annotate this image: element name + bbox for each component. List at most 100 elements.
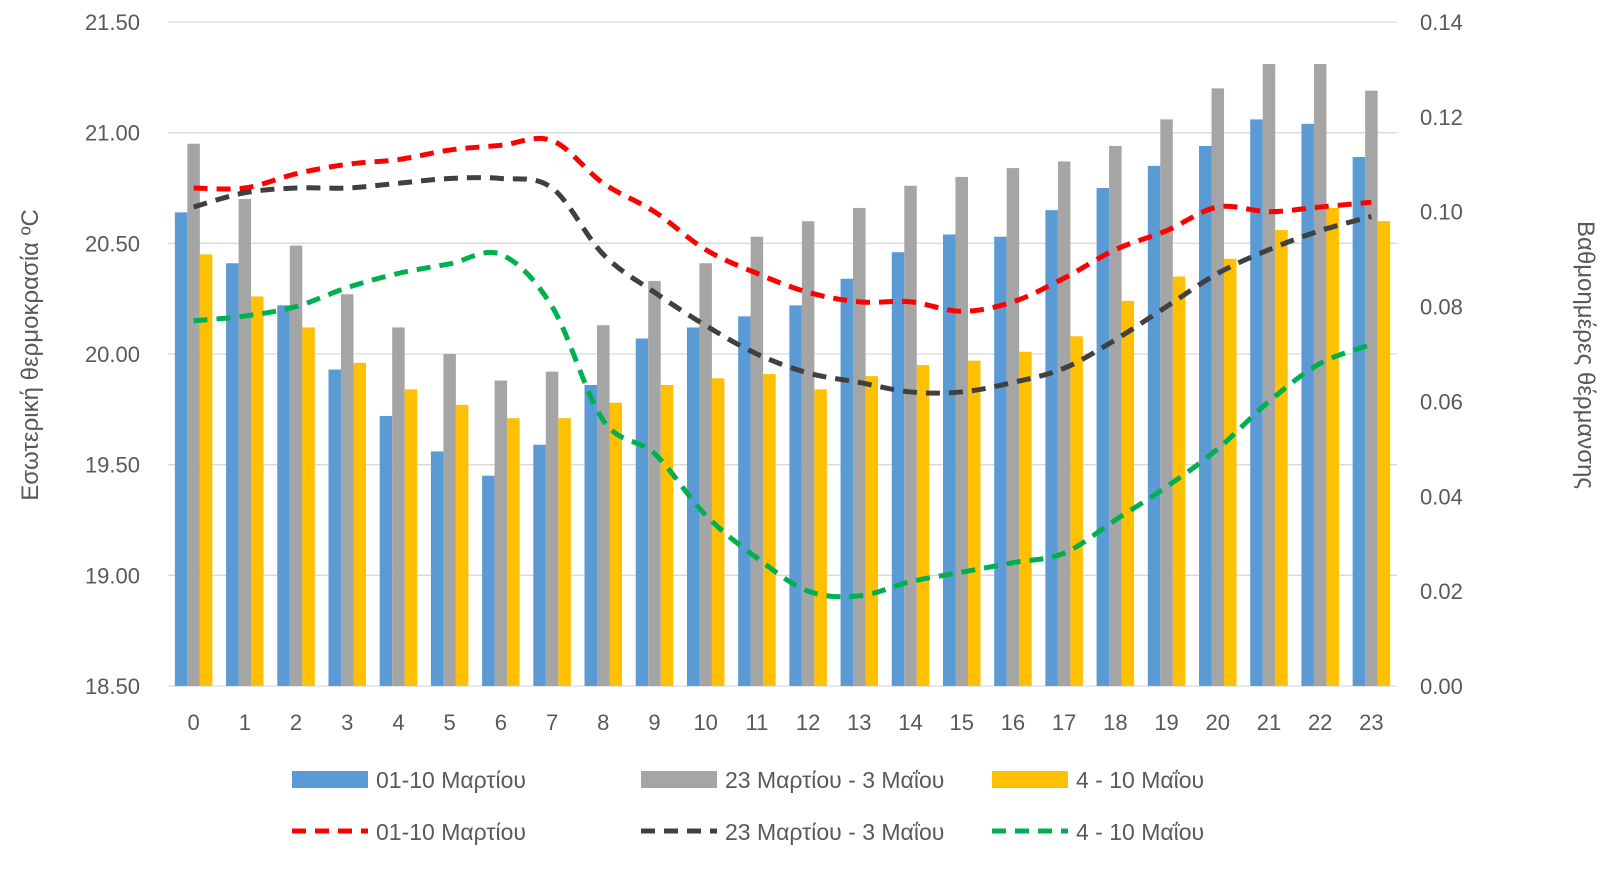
x-axis-tick-label: 2: [290, 710, 302, 735]
x-axis-ticks: 0 1 2 3 4 5 6 7 8 9 10 11 12 13 14 15 16 17 18 19 20 21 22 23: [187, 710, 1383, 735]
x-axis-tick-label: 17: [1052, 710, 1076, 735]
right-axis-tick-label: 0.06: [1420, 389, 1463, 414]
left-axis-tick-label: 21.50: [85, 10, 140, 35]
bar: [1250, 119, 1263, 687]
bar: [1352, 157, 1366, 687]
bar: [340, 294, 354, 686]
bar: [1326, 207, 1339, 687]
bar: [379, 415, 393, 686]
legend-swatch-bar: [641, 771, 717, 788]
left-axis-tick-label: 19.50: [85, 453, 140, 478]
x-axis-tick-label: 11: [745, 710, 768, 735]
right-axis-ticks: 0.00 0.02 0.04 0.06 0.08 0.10 0.12 0.14: [1420, 10, 1463, 699]
bar: [199, 254, 213, 686]
line-series: [193, 249, 1373, 600]
bar: [226, 263, 239, 686]
left-axis-tick-label: 18.50: [85, 674, 140, 699]
left-axis-tick-label: 21.00: [85, 121, 140, 146]
bar: [328, 369, 341, 686]
bar: [1262, 64, 1276, 686]
bar: [1377, 221, 1391, 686]
bar: [1313, 64, 1327, 686]
line-series-group: [192, 135, 1373, 600]
legend: 01-10 Μαρτίου 23 Μαρτίου - 3 Μαΐου 4 - 10 …: [292, 767, 1204, 845]
bar: [814, 389, 827, 686]
bar: [994, 236, 1007, 686]
x-axis-tick-label: 20: [1206, 710, 1230, 735]
right-axis-tick-label: 0.12: [1420, 105, 1463, 130]
right-axis-tick-label: 0.10: [1420, 200, 1463, 225]
bar: [251, 296, 264, 686]
bar: [904, 185, 917, 686]
bar: [1199, 145, 1212, 687]
bar: [738, 316, 751, 686]
bar: [1045, 210, 1058, 686]
bar: [686, 327, 700, 686]
x-axis-tick-label: 14: [898, 710, 922, 735]
x-axis-tick-label: 5: [444, 710, 456, 735]
bar: [455, 404, 469, 686]
bar: [289, 245, 303, 686]
bar: [750, 236, 764, 686]
bar: [1109, 145, 1122, 687]
x-axis-tick-label: 10: [693, 710, 717, 735]
x-axis-tick-label: 3: [341, 710, 353, 735]
y-axis-left-title: Εσωτερική θερμοκρασία ºC: [17, 209, 44, 501]
bar: [955, 176, 968, 686]
bar: [558, 418, 571, 686]
x-axis-tick-label: 4: [392, 710, 404, 735]
bar: [865, 376, 879, 686]
left-axis-tick-label: 19.00: [85, 563, 140, 588]
x-axis-tick-label: 23: [1359, 710, 1383, 735]
x-axis-tick-label: 16: [1001, 710, 1025, 735]
bar: [443, 354, 456, 686]
bar: [187, 143, 200, 686]
bar: [277, 305, 290, 686]
x-axis-tick-label: 22: [1308, 710, 1332, 735]
bar: [1211, 88, 1225, 686]
bar: [1057, 161, 1071, 686]
y-axis-right-title: Βαθμοημέρες θέρμανσης: [1572, 221, 1599, 489]
right-axis-tick-label: 0.14: [1420, 10, 1463, 35]
bar: [1019, 351, 1032, 686]
left-axis-ticks: 18.50 19.00 19.50 20.00 20.50 21.00 21.50: [85, 10, 140, 699]
x-axis-tick-label: 18: [1103, 710, 1127, 735]
bar: [840, 278, 854, 686]
bar: [942, 234, 956, 687]
bar: [584, 384, 598, 686]
right-axis-tick-label: 0.04: [1420, 484, 1463, 509]
bar: [494, 380, 508, 686]
x-axis-tick-label: 1: [239, 710, 251, 735]
x-axis-tick-label: 7: [546, 710, 558, 735]
line-series: [193, 135, 1372, 314]
right-axis-tick-label: 0.02: [1420, 579, 1463, 604]
x-axis-tick-label: 21: [1257, 710, 1281, 735]
bar: [533, 444, 546, 686]
bar: [302, 327, 315, 686]
x-axis-tick-label: 19: [1154, 710, 1178, 735]
bar: [1275, 230, 1288, 686]
bar: [404, 389, 418, 686]
bar: [430, 451, 444, 686]
left-axis-tick-label: 20.50: [85, 231, 140, 256]
bar: [392, 327, 405, 686]
bar: [1006, 168, 1020, 686]
bar: [1224, 258, 1237, 686]
x-axis-tick-label: 9: [648, 710, 660, 735]
bar: [891, 252, 905, 687]
bar: [801, 221, 815, 686]
x-axis-tick-label: 15: [949, 710, 973, 735]
right-axis-tick-label: 0.00: [1420, 674, 1463, 699]
bar: [1147, 165, 1161, 686]
bar: [1070, 336, 1083, 686]
bar: [1160, 119, 1173, 687]
bar: [699, 263, 712, 686]
legend-swatch-bar: [292, 771, 368, 788]
x-axis-tick-label: 6: [495, 710, 507, 735]
bar: [1096, 188, 1110, 686]
bar: [545, 371, 559, 686]
bar: [648, 280, 661, 686]
line-series: [192, 175, 1373, 396]
x-axis-tick-label: 8: [597, 710, 609, 735]
